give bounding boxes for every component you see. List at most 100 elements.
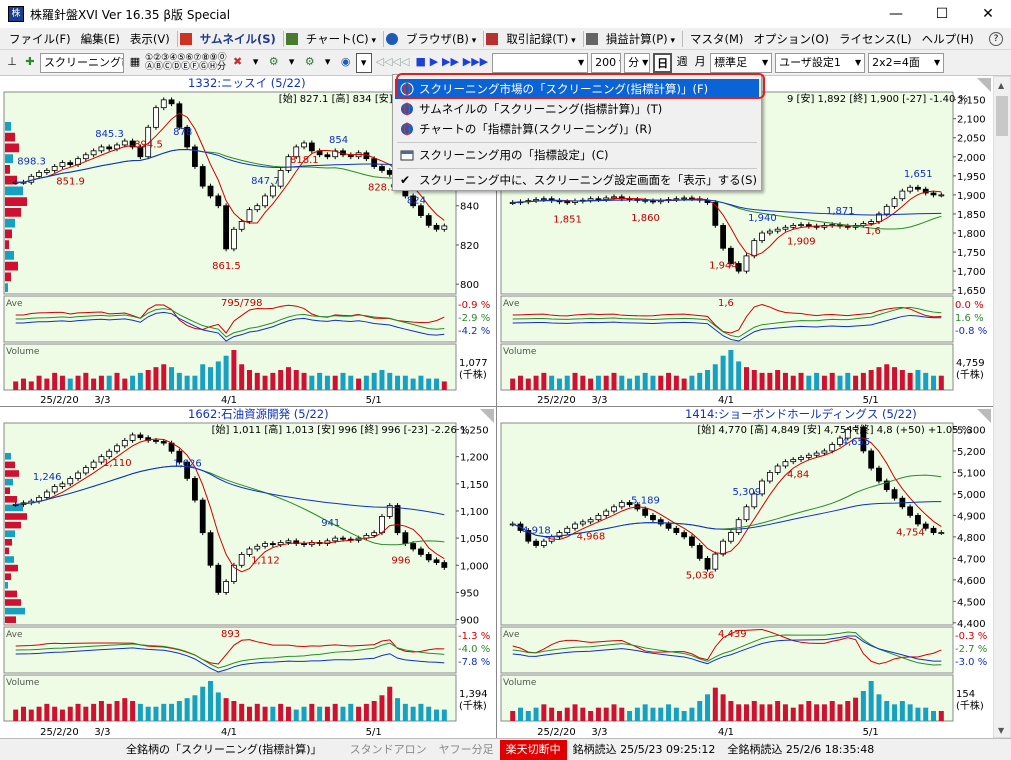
volume-bar [845, 372, 851, 390]
menu-trade-record[interactable]: 取引記録(T) [501, 29, 580, 49]
unit-select[interactable]: 分 ▼ [624, 52, 651, 73]
menu-file[interactable]: ファイル(F) [9, 31, 71, 46]
volume-bar [899, 370, 905, 390]
candle-body [51, 166, 58, 171]
candle-body [129, 434, 136, 441]
menu-license[interactable]: ライセンス(L) [838, 31, 912, 46]
user-setting-select[interactable]: ユーザ設定1 ▼ [775, 52, 866, 73]
volume-bar [285, 706, 291, 721]
market-select[interactable]: スクリーニング市場▼ [40, 52, 124, 73]
playback-buttons[interactable]: ■ ▶ ▶▶ ▶▶▶ [415, 54, 489, 68]
menu-options[interactable]: オプション(O) [753, 31, 829, 46]
volume-bar [541, 704, 547, 721]
screening-tool-icon[interactable]: ⚙ [268, 54, 279, 68]
weekly-button[interactable]: 週 [676, 54, 688, 68]
candle-body [207, 532, 214, 566]
menu-chart[interactable]: チャート(C) [301, 29, 381, 49]
y-tick-label: 2,000 [957, 153, 986, 164]
menu-item-screening-thumbnail[interactable]: サムネイルの「スクリーニング(指標計算)」(T) [395, 99, 759, 119]
menu-item-screening-chart[interactable]: チャートの「指標計算(スクリーニング)」(R) [395, 119, 759, 139]
candle-body [230, 564, 237, 582]
menu-item-show-settings-during-screening[interactable]: ✔ スクリーニング中に、スクリーニング設定画面を「表示」する(S) [395, 170, 759, 190]
volume-label: Volume [6, 678, 40, 688]
menu-separator [397, 142, 757, 143]
volume-bar [254, 372, 260, 390]
volume-bar [441, 709, 447, 721]
volume-unit: (千株) [459, 699, 487, 712]
volume-bar [549, 707, 555, 721]
candle-body [254, 205, 261, 211]
volume-bar [59, 375, 65, 390]
volume-bar [192, 695, 198, 721]
volume-bar [533, 707, 539, 721]
volume-profile-bar [5, 470, 19, 477]
ave-value: 1.6 % [955, 313, 984, 324]
candle-body [153, 107, 159, 128]
candle-body [673, 198, 680, 201]
stock-code-select[interactable]: ▼ [492, 52, 589, 73]
volume-bar [137, 372, 143, 390]
menu-thumbnail[interactable]: サムネイル(S) [199, 31, 276, 46]
chevron-down-icon[interactable]: ▾ [252, 54, 259, 68]
chart-delete-icon[interactable]: ✖ [233, 54, 243, 68]
nav-back-buttons[interactable]: ◁◁◁◁ [375, 54, 410, 68]
menu-browser[interactable]: ブラウザ(B) [401, 29, 481, 49]
menu-item-screening-market[interactable]: スクリーニング市場の「スクリーニング(指標計算)」(F) [395, 79, 759, 99]
candle-body [90, 461, 97, 468]
chevron-down-icon[interactable]: ▾ [324, 54, 331, 68]
quick-select-digits[interactable]: ①②③④⑤⑥⑦⑧⑨⓪ ⒶⒷⒸⒹⒺⒻⒼⒽ分 [145, 52, 227, 72]
menu-help[interactable]: ヘルプ(H) [921, 31, 974, 46]
candle-body [798, 456, 804, 460]
daily-button[interactable]: 日 [653, 52, 673, 73]
maximize-button[interactable]: ☐ [935, 6, 949, 22]
menu-edit[interactable]: 編集(E) [80, 31, 120, 46]
count-select[interactable]: 200▼ [591, 52, 622, 73]
candle-body [199, 166, 206, 187]
candle-body [727, 247, 734, 264]
candle-body [82, 467, 89, 474]
minimize-button[interactable]: — [889, 6, 903, 22]
volume-bar [915, 370, 921, 390]
digits-row-top[interactable]: ①②③④⑤⑥⑦⑧⑨⓪ [145, 52, 227, 63]
candle-type-select[interactable]: 標準足 ▼ [710, 52, 773, 73]
candle-body [51, 486, 58, 493]
digits-row-bottom[interactable]: ⒶⒷⒸⒹⒺⒻⒼⒽ分 [145, 61, 227, 72]
globe-icon[interactable]: ◉ [340, 54, 351, 68]
price-annotation: 878 [173, 127, 192, 138]
monthly-button[interactable]: 月 [694, 54, 706, 68]
close-button[interactable]: ✕ [982, 6, 994, 22]
volume-profile-bar [5, 590, 17, 598]
volume-bar [52, 706, 58, 721]
y-tick-label: 4,600 [957, 576, 986, 587]
candle-body [425, 215, 432, 226]
menu-profit-loss[interactable]: 損益計算(P) [601, 29, 680, 49]
pin-icon[interactable]: ⊥ [7, 54, 17, 68]
chevron-down-icon[interactable]: ▾ [288, 54, 295, 68]
window-title: 株羅針盤XVI Ver 16.35 β版 Special [30, 7, 231, 22]
price-annotation: 996 [391, 556, 410, 567]
menu-item-screening-settings[interactable]: スクリーニング用の「指標設定」(C) [395, 145, 759, 165]
candle-body [915, 515, 921, 525]
volume-bar [595, 375, 601, 390]
average-plot-area [500, 626, 954, 674]
screening-dropdown-button[interactable]: ▾ [355, 52, 372, 73]
menu-master[interactable]: マスタ(M) [690, 31, 744, 46]
menu-item-label: チャートの「指標計算(スクリーニング)」(R) [419, 122, 652, 136]
help-circle-icon[interactable]: ? [989, 31, 1003, 46]
volume-bar [837, 375, 843, 390]
candle-body [262, 543, 268, 547]
grid-icon[interactable]: ▦ [129, 54, 141, 68]
ave-value: -0.8 % [955, 326, 987, 337]
deviation-line [512, 635, 942, 665]
add-stock-icon[interactable]: ✚ [25, 54, 35, 68]
screening-run-icon[interactable]: ⚙ [304, 54, 315, 68]
layout-select[interactable]: 2x2=4面 ▼ [868, 52, 945, 73]
volume-bar [13, 381, 19, 390]
menu-view[interactable]: 表示(V) [129, 31, 170, 46]
volume-bar [301, 372, 307, 390]
chart-panel-4[interactable]: 1414:ショーボンドホールディングス (5/22) [始] 4,770 [高] … [497, 407, 993, 738]
candle-body [805, 454, 812, 458]
volume-bar [814, 704, 820, 721]
chart-panel-3[interactable]: 1662:石油資源開発 (5/22) [始] 1,011 [高] 1,013 [安… [0, 407, 496, 738]
y-tick-label: 5,300 [957, 425, 986, 436]
